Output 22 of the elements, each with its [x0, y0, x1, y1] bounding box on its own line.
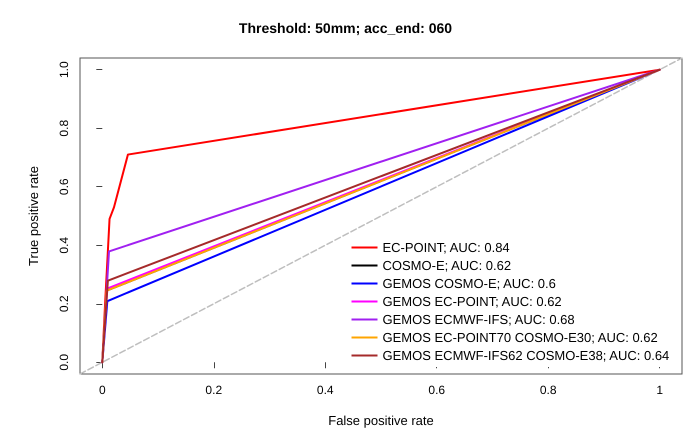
legend-label: GEMOS EC-POINT70 COSMO-E30; AUC: 0.62	[382, 330, 658, 345]
y-tick-label: 0.8	[57, 120, 71, 137]
y-axis-title: True positive rate	[26, 166, 41, 266]
legend-label: GEMOS EC-POINT; AUC: 0.62	[382, 294, 562, 309]
legend-label: GEMOS ECMWF-IFS62 COSMO-E38; AUC: 0.64	[382, 348, 670, 363]
y-tick-label: 0.2	[57, 295, 71, 312]
chart-title: Threshold: 50mm; acc_end: 060	[238, 20, 452, 36]
y-tick-label: 0.0	[57, 354, 71, 371]
x-tick-label: 0.4	[316, 383, 334, 397]
legend-label: GEMOS ECMWF-IFS; AUC: 0.68	[382, 312, 575, 327]
x-tick-label: 0.8	[540, 383, 557, 397]
legend-label: COSMO-E; AUC: 0.62	[382, 258, 512, 273]
x-tick-label: 0.6	[428, 383, 446, 397]
x-tick-label: 0.2	[205, 383, 222, 397]
legend-label: EC-POINT; AUC: 0.84	[382, 240, 510, 255]
y-tick-label: 0.6	[57, 178, 71, 196]
x-tick-label: 1	[656, 383, 664, 397]
x-axis-title: False positive rate	[328, 413, 434, 428]
x-tick-label: 0	[98, 383, 106, 397]
y-tick-label: 1.0	[57, 61, 71, 78]
legend-label: GEMOS COSMO-E; AUC: 0.6	[382, 276, 556, 291]
y-tick-label: 0.4	[57, 236, 71, 254]
